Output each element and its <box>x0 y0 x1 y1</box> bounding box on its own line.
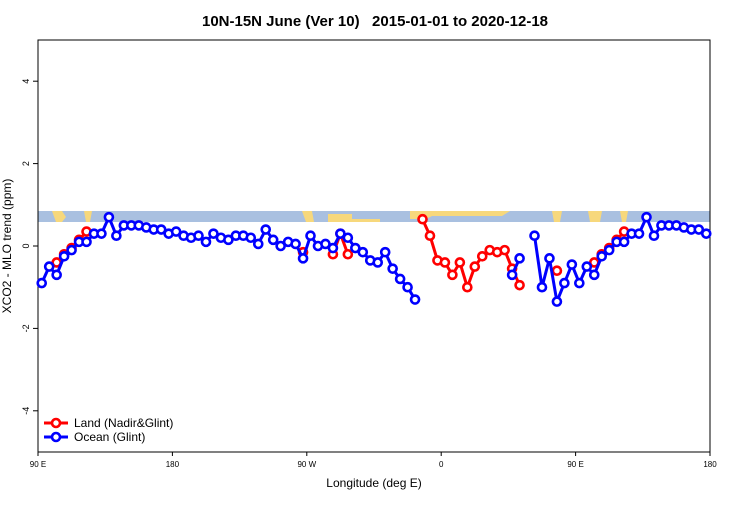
data-point <box>469 261 481 272</box>
data-point <box>103 211 115 223</box>
data-point <box>618 236 630 248</box>
legend-swatch-marker <box>50 417 62 429</box>
y-tick-label: -2 <box>21 324 31 332</box>
data-point <box>409 294 421 305</box>
data-point <box>66 244 77 256</box>
data-point <box>551 265 563 277</box>
data-point <box>155 224 167 235</box>
data-point <box>111 230 122 241</box>
legend-label: Land (Nadir&Glint) <box>74 416 173 430</box>
x-tick-label: 0 <box>439 460 444 469</box>
data-point <box>372 257 384 268</box>
data-point <box>402 281 413 293</box>
data-point <box>379 246 391 258</box>
data-point <box>208 228 219 239</box>
data-point <box>454 257 466 268</box>
legend-swatch-marker <box>50 431 62 443</box>
data-point <box>447 269 458 281</box>
legend-label: Ocean (Glint) <box>74 430 145 444</box>
data-point <box>544 253 555 264</box>
data-point <box>394 273 406 285</box>
data-point <box>357 246 369 258</box>
data-point <box>96 228 107 239</box>
data-point <box>200 236 212 248</box>
data-point <box>566 259 578 270</box>
chart-title: 10N-15N June (Ver 10) 2015-01-01 to 2020… <box>202 13 548 30</box>
data-point <box>305 230 316 241</box>
data-point <box>275 240 286 252</box>
x-tick-label: 180 <box>703 460 717 469</box>
y-tick-label: -4 <box>21 407 31 415</box>
data-point <box>193 230 204 241</box>
data-point <box>170 226 182 237</box>
data-point <box>297 253 309 264</box>
data-point <box>43 261 55 272</box>
data-point <box>700 228 712 239</box>
data-point <box>529 230 540 241</box>
data-point <box>581 261 593 272</box>
data-point <box>58 250 70 262</box>
y-axis-label: XCO2 - MLO trend (ppm) <box>0 179 14 314</box>
data-point <box>574 277 585 289</box>
data-point <box>81 236 92 248</box>
data-point <box>342 248 354 260</box>
data-point <box>342 232 354 244</box>
data-point <box>596 250 608 262</box>
data-point <box>506 269 518 281</box>
ocean-strip <box>38 211 710 222</box>
x-tick-label: 90 E <box>30 460 46 469</box>
data-point <box>514 253 525 264</box>
data-point <box>387 263 398 274</box>
data-point <box>476 250 488 262</box>
x-axis-label: Longitude (deg E) <box>326 476 421 490</box>
data-point <box>424 230 436 241</box>
data-point <box>51 269 62 281</box>
y-tick-label: 0 <box>21 243 31 248</box>
data-point <box>633 228 645 239</box>
map-strip <box>38 211 710 222</box>
x-tick-label: 180 <box>166 460 180 469</box>
series <box>36 211 712 307</box>
x-tick-label: 90 W <box>297 460 316 469</box>
data-point <box>551 296 563 307</box>
data-point <box>320 238 331 250</box>
y-tick-label: 4 <box>21 79 31 84</box>
data-point <box>439 257 451 268</box>
data-point <box>260 224 272 235</box>
data-point <box>536 281 548 293</box>
data-point <box>350 242 361 254</box>
y-tick-label: 2 <box>21 161 31 166</box>
data-point <box>648 230 660 241</box>
legend: Land (Nadir&Glint)Ocean (Glint) <box>44 416 173 444</box>
data-point <box>252 238 264 250</box>
data-point <box>462 281 473 293</box>
data-point <box>223 234 234 246</box>
data-point <box>559 277 570 289</box>
data-point <box>417 213 428 225</box>
data-point <box>290 238 301 250</box>
data-point <box>36 277 48 289</box>
data-point <box>641 211 652 223</box>
data-point <box>499 244 510 256</box>
data-point <box>693 224 705 235</box>
data-point <box>603 244 615 256</box>
data-point <box>267 234 279 246</box>
land-patches <box>52 211 628 222</box>
data-point <box>245 232 257 244</box>
x-tick-label: 90 E <box>567 460 583 469</box>
data-point <box>335 228 346 239</box>
data-point <box>588 269 600 281</box>
data-point <box>514 279 525 291</box>
data-point <box>327 242 339 254</box>
